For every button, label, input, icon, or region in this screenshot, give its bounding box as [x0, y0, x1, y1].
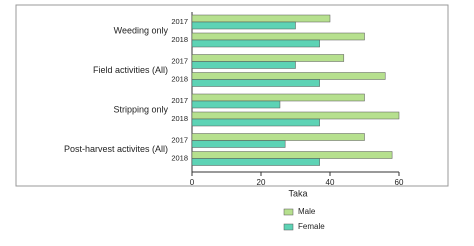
- bar: [191, 140, 286, 148]
- y-tick-label: 2017: [171, 96, 188, 105]
- x-axis-label: Taka: [288, 188, 307, 198]
- bar: [191, 72, 386, 80]
- group-label: Stripping only: [113, 104, 168, 114]
- bar: [191, 79, 320, 87]
- bar: [191, 158, 320, 166]
- x-tick-label: 20: [257, 178, 266, 187]
- group-label: Field activities (All): [93, 65, 168, 75]
- legend-swatch: [283, 208, 294, 216]
- y-tick-label: 2017: [171, 56, 188, 65]
- y-tick-label: 2017: [171, 17, 188, 26]
- legend-label: Female: [298, 222, 325, 231]
- bar: [191, 100, 281, 109]
- legend-swatch: [283, 223, 294, 231]
- bar: [191, 93, 365, 102]
- bar: [191, 133, 365, 141]
- y-tick-label: 2018: [171, 74, 188, 83]
- bar: [191, 118, 320, 127]
- x-tick-label: 60: [395, 178, 404, 187]
- bar: [191, 61, 296, 69]
- y-tick-label: 2018: [171, 114, 188, 123]
- x-tick-label: 0: [190, 178, 195, 187]
- bar: [191, 14, 331, 23]
- group-label: Weeding only: [114, 25, 169, 35]
- y-tick-label: 2017: [171, 135, 188, 144]
- y-tick-label: 2018: [171, 35, 188, 44]
- bar: [191, 111, 400, 120]
- plot-frame: [15, 4, 449, 187]
- bar: [191, 32, 365, 41]
- bar: [191, 54, 345, 62]
- bar: [191, 151, 393, 159]
- bar: [191, 39, 320, 48]
- bar: [191, 21, 296, 30]
- x-tick-label: 40: [326, 178, 335, 187]
- legend-label: Male: [298, 207, 316, 216]
- y-tick-label: 2018: [171, 153, 188, 162]
- group-label: Post-harvest activites (All): [64, 144, 168, 154]
